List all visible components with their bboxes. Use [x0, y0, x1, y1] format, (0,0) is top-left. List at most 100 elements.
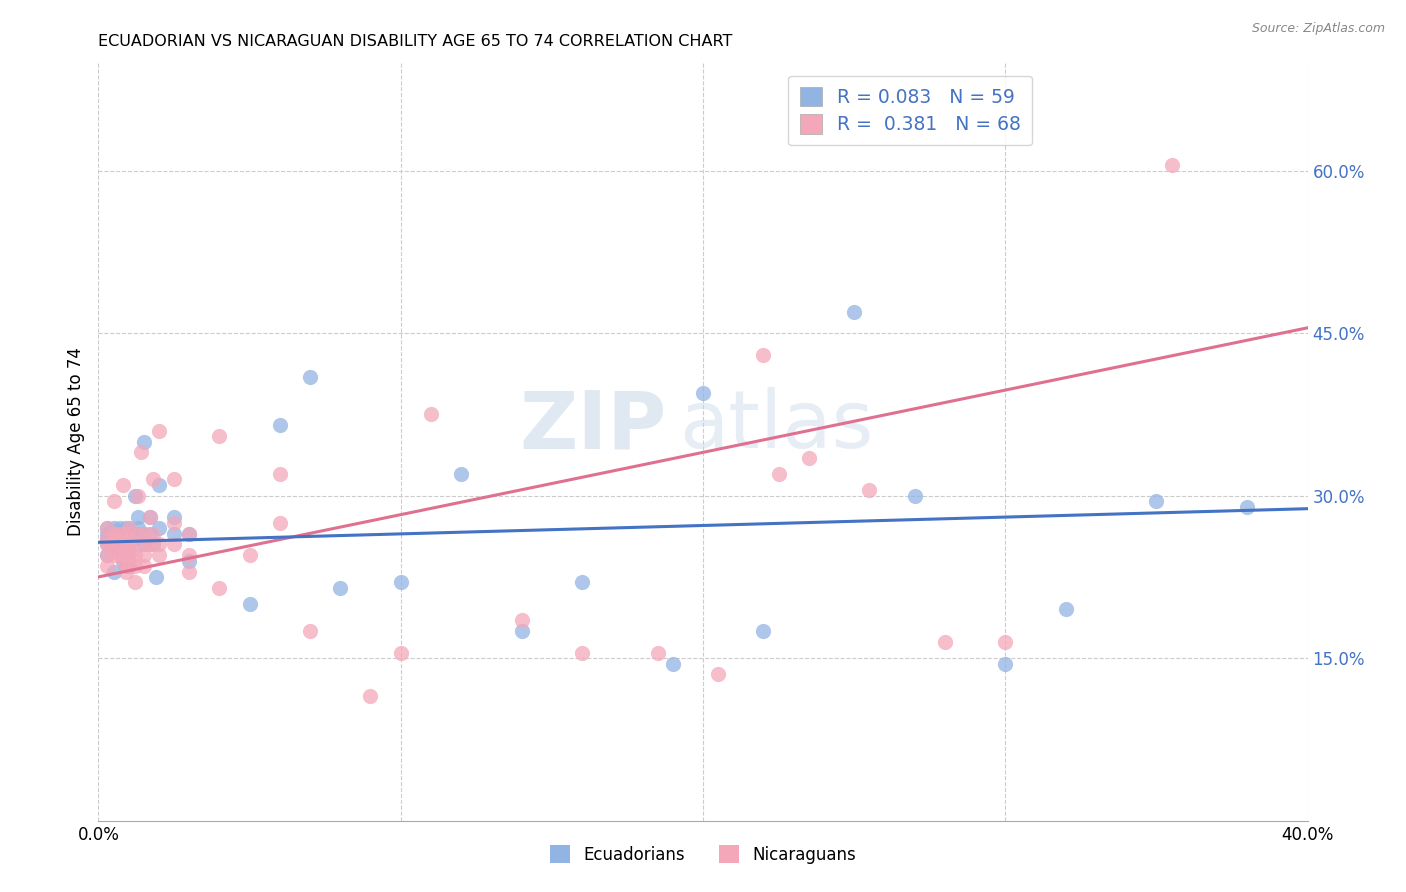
Point — [692, 385, 714, 400]
Point — [994, 657, 1017, 671]
Point — [132, 548, 155, 563]
Point — [1236, 500, 1258, 514]
Point — [114, 526, 136, 541]
Point — [108, 548, 131, 563]
Point — [127, 521, 149, 535]
Point — [329, 581, 352, 595]
Point — [269, 467, 291, 481]
Point — [96, 548, 118, 563]
Point — [96, 521, 118, 535]
Point — [111, 537, 134, 551]
Point — [118, 548, 141, 563]
Point — [148, 521, 170, 535]
Point — [179, 565, 201, 579]
Point — [118, 532, 141, 546]
Point — [844, 304, 866, 318]
Point — [1144, 494, 1167, 508]
Point — [114, 526, 136, 541]
Point — [132, 526, 155, 541]
Point — [145, 570, 167, 584]
Point — [132, 537, 155, 551]
Point — [96, 526, 118, 541]
Point — [139, 510, 162, 524]
Point — [510, 613, 533, 627]
Point — [239, 548, 262, 563]
Point — [148, 424, 170, 438]
Point — [96, 537, 118, 551]
Point — [135, 537, 157, 551]
Point — [127, 510, 149, 524]
Point — [108, 526, 131, 541]
Point — [103, 532, 125, 546]
Point — [127, 489, 149, 503]
Point — [934, 635, 956, 649]
Text: atlas: atlas — [679, 387, 873, 466]
Point — [571, 575, 593, 590]
Point — [103, 542, 125, 557]
Point — [114, 537, 136, 551]
Point — [510, 624, 533, 639]
Point — [752, 624, 775, 639]
Point — [103, 542, 125, 557]
Point — [124, 489, 146, 503]
Point — [118, 532, 141, 546]
Point — [148, 537, 170, 551]
Point — [360, 689, 382, 703]
Point — [118, 521, 141, 535]
Point — [108, 532, 131, 546]
Point — [127, 526, 149, 541]
Point — [299, 624, 322, 639]
Point — [114, 565, 136, 579]
Point — [148, 478, 170, 492]
Point — [420, 408, 443, 422]
Point — [118, 521, 141, 535]
Point — [299, 369, 322, 384]
Point — [163, 473, 186, 487]
Point — [858, 483, 880, 498]
Point — [239, 597, 262, 611]
Point — [129, 445, 152, 459]
Legend: R = 0.083   N = 59, R =  0.381   N = 68: R = 0.083 N = 59, R = 0.381 N = 68 — [789, 76, 1032, 145]
Point — [114, 559, 136, 574]
Point — [571, 646, 593, 660]
Point — [114, 548, 136, 563]
Point — [114, 521, 136, 535]
Point — [118, 559, 141, 574]
Point — [108, 542, 131, 557]
Point — [96, 548, 118, 563]
Point — [124, 575, 146, 590]
Point — [179, 526, 201, 541]
Point — [389, 646, 412, 660]
Point — [108, 521, 131, 535]
Point — [127, 526, 149, 541]
Point — [96, 559, 118, 574]
Point — [163, 516, 186, 530]
Point — [797, 450, 820, 465]
Point — [124, 548, 146, 563]
Point — [127, 537, 149, 551]
Point — [124, 559, 146, 574]
Point — [96, 532, 118, 546]
Point — [208, 581, 231, 595]
Legend: Ecuadorians, Nicaraguans: Ecuadorians, Nicaraguans — [544, 838, 862, 871]
Point — [1054, 602, 1077, 616]
Point — [163, 510, 186, 524]
Point — [707, 667, 730, 681]
Point — [103, 532, 125, 546]
Point — [389, 575, 412, 590]
Point — [142, 537, 165, 551]
Point — [752, 348, 775, 362]
Point — [163, 526, 186, 541]
Point — [103, 494, 125, 508]
Point — [179, 548, 201, 563]
Point — [904, 489, 927, 503]
Point — [132, 559, 155, 574]
Point — [139, 537, 162, 551]
Point — [111, 554, 134, 568]
Point — [118, 542, 141, 557]
Point — [1160, 158, 1182, 172]
Point — [994, 635, 1017, 649]
Point — [179, 554, 201, 568]
Point — [96, 537, 118, 551]
Point — [179, 526, 201, 541]
